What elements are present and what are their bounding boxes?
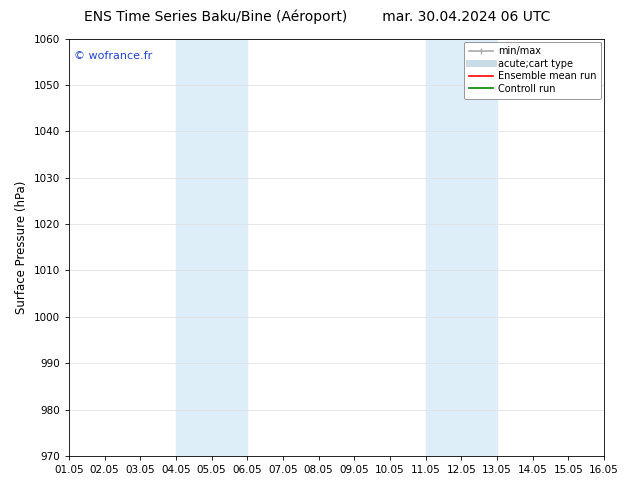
Text: ENS Time Series Baku/Bine (Aéroport)        mar. 30.04.2024 06 UTC: ENS Time Series Baku/Bine (Aéroport) mar… [84, 10, 550, 24]
Bar [425, 39, 497, 456]
Bar [176, 39, 247, 456]
Y-axis label: Surface Pressure (hPa): Surface Pressure (hPa) [15, 181, 28, 314]
Legend: min/max, acute;cart type, Ensemble mean run, Controll run: min/max, acute;cart type, Ensemble mean … [464, 42, 601, 98]
Text: © wofrance.fr: © wofrance.fr [74, 51, 152, 61]
